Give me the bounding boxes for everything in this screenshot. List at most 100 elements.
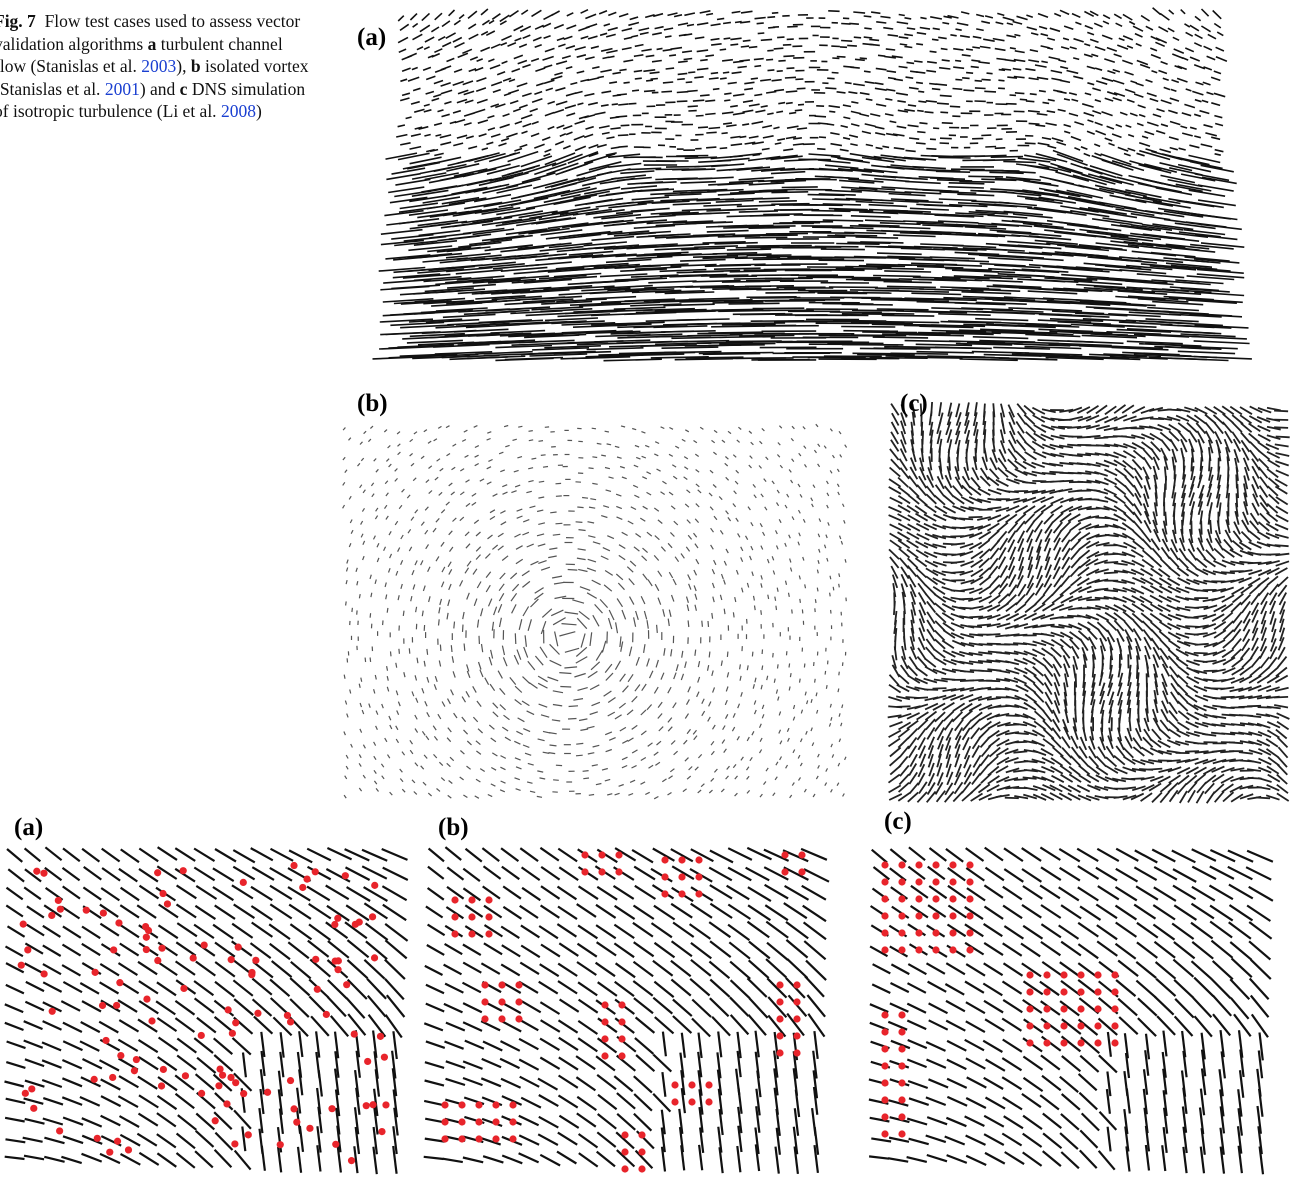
vector [942,595,957,603]
vector [703,203,742,207]
vector [1017,157,1051,163]
vector [915,142,926,145]
vector [594,603,603,614]
vector [496,184,533,194]
vector [839,179,875,184]
vector [710,750,715,756]
vector [926,628,936,642]
vector [977,660,993,664]
vector [445,252,491,259]
vector [760,105,768,108]
vector [1216,466,1221,481]
vector [650,211,691,215]
vector [486,437,491,441]
vector [1106,619,1118,632]
vector [502,491,508,495]
vector [667,542,673,549]
vector [552,617,566,626]
vector [974,429,979,444]
vector [1025,520,1036,533]
vector [1135,198,1174,207]
vector [799,598,801,603]
vector [447,727,452,733]
vector [535,82,545,87]
vector [802,556,805,561]
vector [923,677,938,684]
vector [397,701,401,707]
vector [731,71,742,75]
vector [634,494,640,499]
vector [433,122,443,126]
vector [1057,321,1112,325]
vector [603,358,662,362]
vector [789,558,792,563]
vector [1090,691,1096,706]
vector [653,555,660,561]
vector [1186,578,1200,586]
vector [1202,568,1217,576]
vector [983,353,1042,357]
vector [692,729,697,735]
vector [526,781,533,784]
vector [1277,646,1286,660]
vector [1117,44,1129,50]
vector [1083,111,1095,117]
vector [699,426,704,430]
vector [527,762,534,766]
vector [521,700,530,707]
vector [713,267,761,270]
vector [927,466,934,481]
vector [670,263,717,267]
vector [732,112,745,116]
vector [1122,569,1137,576]
vector [1085,614,1100,621]
vector [675,445,680,449]
vector [655,761,661,766]
vector [1166,604,1180,612]
vector [915,666,928,677]
vector [1094,152,1102,157]
vector [1035,124,1046,127]
vector [693,532,698,538]
vector [825,768,829,772]
vector [677,22,689,26]
vector [1014,460,1027,470]
vector [968,652,983,656]
vector [681,208,721,212]
vector [1207,510,1211,525]
vector [688,297,740,301]
vector [428,596,431,603]
vector [654,308,707,312]
vector [1260,619,1267,634]
vector [942,622,955,632]
vector [953,66,965,70]
vector [1181,112,1192,117]
vector [376,557,380,563]
vector [425,735,430,741]
vector [535,67,546,72]
vector [915,512,929,522]
vector [924,657,937,668]
vector [665,243,710,247]
vector [1113,543,1128,549]
vector [1142,629,1153,642]
vector [700,94,710,97]
vector [1279,627,1286,642]
vector [519,104,528,109]
vector [619,465,625,469]
vector [616,516,623,520]
vector [938,402,943,417]
vector [1224,529,1233,543]
vector [1180,125,1188,129]
vector [1035,574,1044,589]
vector [1068,112,1079,117]
vector [618,783,624,787]
vector [343,674,346,679]
vector [1074,147,1081,151]
vector [1252,493,1260,507]
vector [642,476,648,480]
vector [701,698,705,705]
vector [448,233,492,240]
vector [817,443,821,447]
